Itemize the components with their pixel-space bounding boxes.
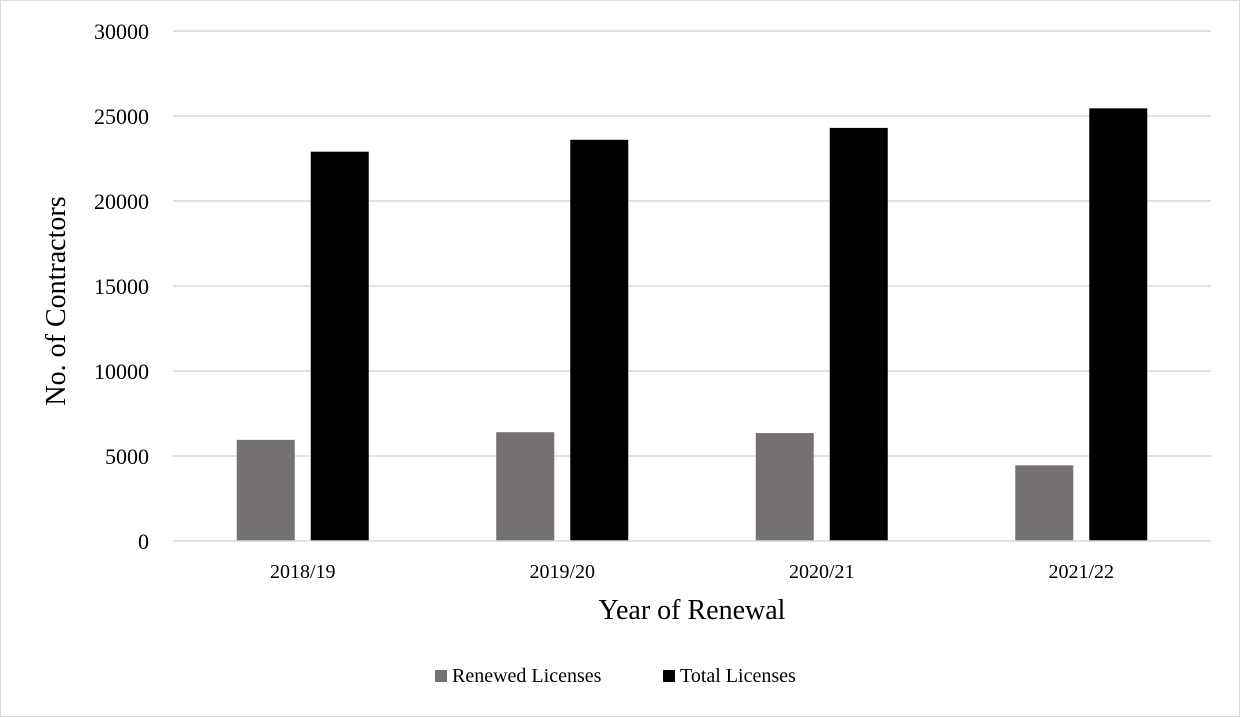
y-tick-label: 5000 bbox=[105, 444, 149, 469]
bar-total-licenses-2021-22 bbox=[1089, 108, 1148, 541]
x-tick-label: 2021/22 bbox=[1048, 561, 1114, 583]
bar-total-licenses-2018-19 bbox=[310, 151, 369, 541]
y-tick-label: 25000 bbox=[94, 104, 149, 129]
bar-renewed-licenses-2021-22 bbox=[1015, 465, 1074, 541]
x-tick-label: 2019/20 bbox=[529, 561, 595, 583]
bar-renewed-licenses-2020-21 bbox=[755, 433, 814, 541]
y-tick-label: 20000 bbox=[94, 189, 149, 214]
y-tick-label: 10000 bbox=[94, 359, 149, 384]
x-tick-label: 2018/19 bbox=[270, 561, 336, 583]
legend: Renewed Licenses Total Licenses bbox=[435, 665, 796, 687]
legend-label: Total Licenses bbox=[680, 665, 796, 687]
legend-swatch bbox=[435, 670, 447, 682]
y-tick-label: 15000 bbox=[94, 274, 149, 299]
bar-renewed-licenses-2018-19 bbox=[236, 439, 295, 541]
legend-label: Renewed Licenses bbox=[452, 665, 602, 687]
y-tick-label: 0 bbox=[138, 529, 149, 554]
y-axis-ticks: 0 5000 10000 15000 20000 25000 30000 bbox=[94, 19, 149, 554]
bar-total-licenses-2020-21 bbox=[829, 127, 888, 542]
y-tick-label: 30000 bbox=[94, 19, 149, 44]
bar-renewed-licenses-2019-20 bbox=[496, 432, 555, 541]
y-axis-title: No. of Contractors bbox=[41, 196, 72, 405]
bars bbox=[236, 108, 1148, 542]
x-tick-label: 2020/21 bbox=[789, 561, 855, 583]
legend-swatch bbox=[663, 670, 675, 682]
x-axis-ticks: 2018/19 2019/20 2020/21 2021/22 bbox=[270, 561, 1114, 583]
x-axis-title: Year of Renewal bbox=[599, 595, 786, 626]
bar-total-licenses-2019-20 bbox=[570, 139, 629, 542]
